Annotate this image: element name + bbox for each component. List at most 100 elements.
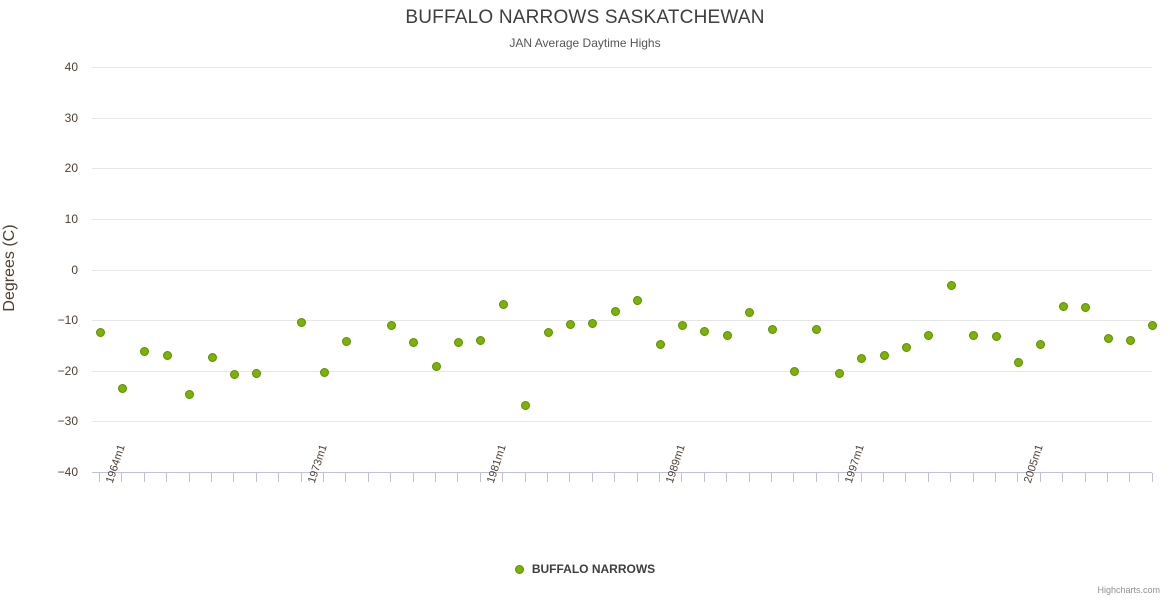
data-point[interactable] [1148, 321, 1158, 331]
x-axis-tick [793, 473, 795, 482]
y-axis-tick-label: −40 [57, 465, 78, 479]
data-point[interactable] [879, 351, 889, 361]
data-point[interactable] [543, 328, 553, 338]
data-point[interactable] [1036, 339, 1046, 349]
x-axis-tick [278, 473, 280, 482]
x-axis-tick [905, 473, 907, 482]
legend-item-buffalo-narrows[interactable]: BUFFALO NARROWS [514, 562, 655, 576]
data-point[interactable] [207, 353, 217, 363]
data-point[interactable] [812, 325, 822, 335]
x-axis-tick [995, 473, 996, 482]
x-axis-tick [591, 473, 593, 482]
data-point[interactable] [677, 321, 687, 331]
legend-marker-icon [514, 564, 524, 574]
data-point[interactable] [229, 370, 239, 380]
x-axis-tick [614, 473, 616, 482]
y-axis-tick-label: −20 [57, 363, 78, 378]
data-point[interactable] [1081, 302, 1091, 312]
x-axis-tick [121, 473, 123, 482]
x-axis-tick [390, 473, 392, 482]
data-point[interactable] [319, 368, 329, 378]
data-point[interactable] [453, 337, 463, 347]
gridline [92, 67, 1152, 68]
data-point[interactable] [476, 335, 486, 345]
plot-area [92, 67, 1158, 473]
y-axis-tick-label: −10 [57, 313, 78, 328]
data-point[interactable] [140, 347, 150, 356]
gridline [92, 269, 1152, 271]
data-point[interactable] [297, 317, 307, 327]
chart-title: BUFFALO NARROWS SASKATCHEWAN [405, 7, 765, 28]
x-axis-tick [1129, 473, 1131, 482]
data-point[interactable] [857, 353, 867, 363]
data-point[interactable] [1013, 358, 1023, 368]
x-axis-tick [838, 473, 840, 482]
data-point[interactable] [745, 307, 755, 317]
gridline [92, 117, 1152, 119]
x-axis-tick [367, 473, 369, 482]
data-point[interactable] [162, 351, 172, 361]
legend: BUFFALO NARROWS [0, 562, 1170, 577]
x-axis-tick [771, 473, 772, 482]
x-axis-tick [636, 473, 638, 482]
x-axis-tick [726, 473, 728, 482]
y-axis-tick-label: 0 [71, 262, 78, 277]
data-point[interactable] [1125, 335, 1135, 345]
x-axis-tick [188, 473, 190, 482]
y-axis-tick-label: 20 [64, 161, 78, 176]
data-point[interactable] [1058, 302, 1068, 312]
x-axis-tick [681, 473, 683, 482]
data-point[interactable] [946, 281, 956, 291]
x-axis-tick [703, 473, 705, 482]
data-point[interactable] [431, 361, 441, 371]
gridline [92, 320, 1152, 322]
data-point[interactable] [722, 331, 732, 341]
data-point[interactable] [588, 318, 598, 328]
data-point[interactable] [700, 327, 710, 337]
x-axis-tick [233, 473, 235, 482]
x-axis-tick [412, 473, 414, 482]
data-point[interactable] [924, 330, 934, 340]
y-axis-tick-label: 30 [64, 110, 78, 125]
x-axis-tick [815, 473, 817, 482]
y-axis-title: Degrees (C) [1, 224, 18, 312]
data-point[interactable] [252, 368, 262, 378]
data-point[interactable] [610, 306, 620, 316]
data-point[interactable] [969, 330, 979, 340]
data-point[interactable] [565, 319, 575, 329]
data-point[interactable] [767, 324, 777, 334]
data-point[interactable] [185, 389, 195, 399]
x-axis-tick [1084, 473, 1086, 482]
data-point[interactable] [95, 328, 105, 338]
x-axis-line [92, 472, 1152, 473]
x-axis-tick [345, 473, 347, 482]
x-axis-tick [883, 473, 884, 482]
x-axis-tick [1062, 473, 1064, 482]
x-axis-tick [323, 473, 324, 482]
y-axis-tick-label: −30 [57, 414, 78, 429]
data-point[interactable] [655, 339, 665, 349]
x-axis-tick [860, 473, 862, 482]
x-axis-tick [435, 473, 436, 482]
x-axis-tick [1017, 473, 1019, 482]
data-point[interactable] [789, 367, 799, 377]
credits-link[interactable]: Highcharts.com [1097, 585, 1160, 595]
data-point[interactable] [991, 332, 1001, 342]
chart-subtitle: JAN Average Daytime Highs [509, 36, 661, 50]
data-point[interactable] [1103, 333, 1113, 343]
data-point[interactable] [901, 342, 911, 352]
gridline [92, 370, 1152, 372]
data-point[interactable] [633, 295, 643, 305]
x-axis-tick [166, 473, 168, 482]
data-point[interactable] [521, 401, 531, 411]
x-axis-tick [502, 473, 504, 482]
gridline [92, 168, 1152, 170]
x-axis-tick [659, 473, 660, 482]
data-point[interactable] [117, 383, 127, 393]
data-point[interactable] [409, 337, 419, 347]
data-point[interactable] [341, 336, 351, 346]
data-point[interactable] [834, 368, 844, 378]
data-point[interactable] [386, 320, 396, 330]
data-point[interactable] [498, 299, 508, 309]
